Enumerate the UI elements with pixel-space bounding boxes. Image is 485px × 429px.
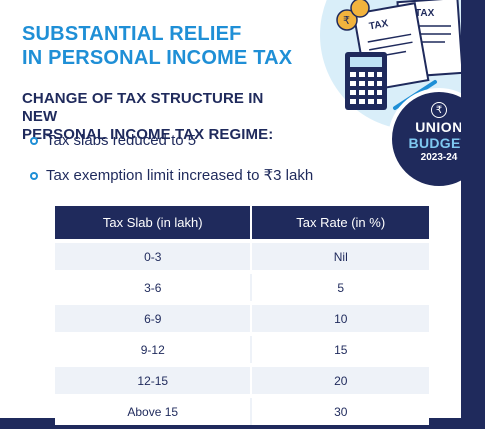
bullet-text: Tax slabs reduced to 5 [46, 132, 197, 149]
table-row: Above 15 30 [55, 398, 429, 425]
tax-paper-label: TAX [368, 18, 389, 32]
table-header-row: Tax Slab (in lakh) Tax Rate (in %) [55, 206, 429, 239]
bullet-text: Tax exemption limit increased to ₹3 lakh [46, 167, 314, 184]
table-row: 0-3 Nil [55, 243, 429, 270]
table-row: 12-15 20 [55, 367, 429, 394]
badge-line-budget: BUDGET [408, 135, 470, 151]
bullet-icon [30, 137, 38, 145]
table-row: 3-6 5 [55, 274, 429, 301]
badge-line-year: 2023-24 [420, 152, 458, 163]
column-header-rate: Tax Rate (in %) [250, 206, 429, 239]
table-cell: 15 [250, 336, 429, 363]
subtitle-line-2: PERSONAL INCOME TAX REGIME: [22, 126, 274, 143]
coin-icon [336, 9, 358, 31]
title-line-1: SUBSTANTIAL RELIEF [22, 23, 242, 45]
table-cell: 20 [250, 367, 429, 394]
table-cell: 12-15 [55, 367, 251, 394]
table-row: 9-12 15 [55, 336, 429, 363]
column-header-slab: Tax Slab (in lakh) [55, 206, 251, 239]
table-cell: 10 [250, 305, 429, 332]
list-item: Tax slabs reduced to 5 [30, 132, 313, 150]
table-cell: 0-3 [55, 243, 251, 270]
table-cell: Above 15 [55, 398, 251, 425]
table-cell: Nil [250, 243, 429, 270]
page-title: SUBSTANTIAL RELIEF IN PERSONAL INCOME TA… [22, 22, 302, 70]
table-cell: 3-6 [55, 274, 251, 301]
tax-paper-label: TAX [415, 8, 435, 19]
list-item: Tax exemption limit increased to ₹3 lakh [30, 167, 313, 185]
tax-rate-table: Tax Slab (in lakh) Tax Rate (in %) 0-3 N… [55, 202, 429, 429]
union-budget-badge: ₹ UNION BUDGET 2023-24 [388, 88, 485, 190]
bullet-list: Tax slabs reduced to 5 Tax exemption lim… [30, 132, 313, 202]
table-cell: 9-12 [55, 336, 251, 363]
coin-icon [350, 0, 370, 18]
rupee-icon: ₹ [431, 102, 447, 118]
title-line-2: IN PERSONAL INCOME TAX [22, 47, 293, 69]
subtitle-line-1: CHANGE OF TAX STRUCTURE IN NEW [22, 90, 264, 125]
table-row: 6-9 10 [55, 305, 429, 332]
badge-line-union: UNION [415, 119, 463, 135]
section-subtitle: CHANGE OF TAX STRUCTURE IN NEW PERSONAL … [22, 90, 302, 144]
svg-text:₹: ₹ [343, 14, 350, 27]
table-cell: 30 [250, 398, 429, 425]
table-cell: 6-9 [55, 305, 251, 332]
bullet-icon [30, 172, 38, 180]
table-cell: 5 [250, 274, 429, 301]
